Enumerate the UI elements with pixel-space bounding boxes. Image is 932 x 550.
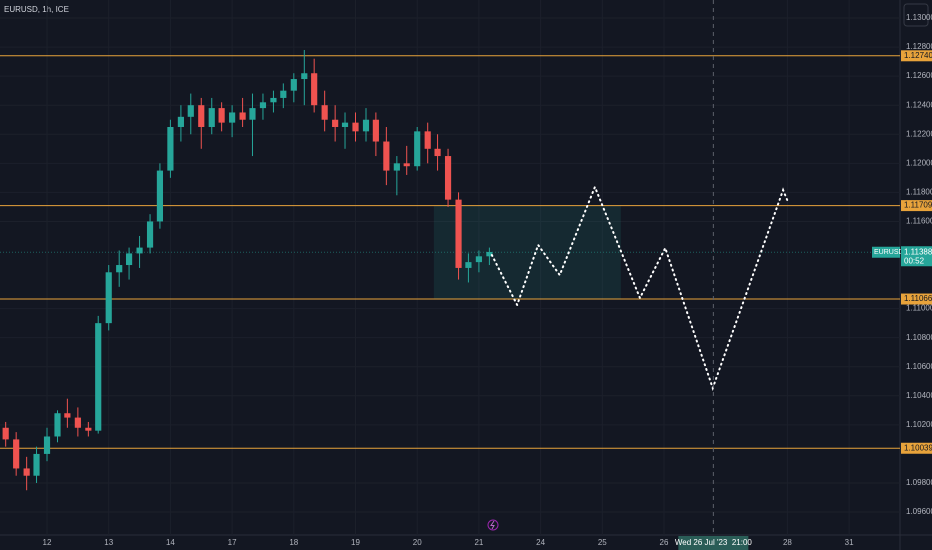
candle-body bbox=[372, 119, 379, 142]
x-tick-label: 18 bbox=[289, 538, 298, 547]
candle-body bbox=[33, 453, 40, 476]
candle-body bbox=[156, 170, 164, 222]
symbol-label: EURUSD bbox=[874, 249, 904, 256]
x-tick-label: 24 bbox=[536, 538, 545, 547]
countdown-label: 00:52 bbox=[904, 256, 925, 265]
symbol-box bbox=[872, 246, 900, 258]
candle-body bbox=[270, 97, 277, 103]
x-tick-label: 17 bbox=[228, 538, 237, 547]
candle-body bbox=[218, 108, 225, 123]
y-tick-label: 1.10200 bbox=[906, 420, 932, 429]
level-label-box bbox=[901, 50, 932, 62]
y-tick-label: 1.11600 bbox=[906, 217, 932, 226]
candle-body bbox=[146, 221, 154, 248]
candle-body bbox=[229, 112, 236, 123]
candle-body bbox=[239, 112, 246, 120]
y-tick-label: 1.12000 bbox=[906, 158, 932, 167]
candle-body bbox=[332, 119, 339, 127]
candle-body bbox=[393, 163, 400, 171]
candle-body bbox=[301, 73, 308, 80]
candle-body bbox=[187, 105, 194, 117]
candle-body bbox=[125, 253, 133, 266]
candle-body bbox=[13, 439, 20, 469]
candle-body bbox=[414, 131, 421, 167]
candle-body bbox=[116, 265, 123, 273]
x-tick-label: 12 bbox=[43, 538, 52, 547]
crosshair-label: Wed 26 Jul '23 21:00 bbox=[675, 538, 753, 547]
candle-body bbox=[341, 122, 349, 127]
candle-body bbox=[2, 427, 9, 440]
candle-body bbox=[95, 323, 102, 431]
level-label-box bbox=[901, 293, 932, 305]
candle-body bbox=[85, 427, 92, 431]
candle-body bbox=[136, 247, 143, 254]
y-tick-label: 1.09800 bbox=[906, 478, 932, 487]
crosshair-label-box bbox=[678, 536, 749, 550]
candle-body bbox=[43, 436, 51, 454]
x-tick-label: 28 bbox=[783, 538, 792, 547]
y-tick-label: 1.10600 bbox=[906, 362, 932, 371]
candle-body bbox=[249, 108, 256, 120]
level-label: 1.11066 bbox=[904, 294, 932, 303]
candle-body bbox=[290, 79, 297, 91]
candle-body bbox=[444, 156, 452, 200]
y-tick-label: 1.12400 bbox=[906, 100, 932, 109]
candle-body bbox=[424, 131, 431, 149]
y-tick-label: 1.11800 bbox=[906, 187, 932, 196]
x-tick-label: 13 bbox=[104, 538, 113, 547]
level-label-box bbox=[901, 200, 932, 212]
y-tick-label: 1.12800 bbox=[906, 42, 932, 51]
candle-body bbox=[362, 119, 370, 132]
candle-body bbox=[475, 256, 482, 263]
candle-body bbox=[259, 102, 267, 109]
y-tick-label: 1.11000 bbox=[906, 304, 932, 313]
x-tick-label: 20 bbox=[413, 538, 422, 547]
candle-body bbox=[321, 105, 328, 120]
y-tick-label: 1.10400 bbox=[906, 391, 932, 400]
candle-body bbox=[455, 199, 462, 268]
event-icon[interactable] bbox=[487, 519, 499, 531]
x-tick-label: 26 bbox=[660, 538, 669, 547]
projection-path bbox=[490, 184, 790, 392]
candle-body bbox=[23, 468, 30, 476]
level-label: 1.11709 bbox=[904, 201, 932, 210]
candle-body bbox=[403, 163, 410, 167]
y-tick-label: 1.13000 bbox=[906, 13, 932, 22]
x-tick-label: 14 bbox=[166, 538, 175, 547]
candle-body bbox=[198, 105, 205, 127]
level-label: 1.12740 bbox=[904, 51, 932, 60]
chart-title: EURUSD, 1h, ICE bbox=[4, 5, 69, 14]
candle-body bbox=[383, 141, 390, 171]
candle-body bbox=[105, 272, 112, 324]
y-tick-label: 1.09600 bbox=[906, 507, 932, 516]
x-tick-label: 19 bbox=[351, 538, 360, 547]
candle-body bbox=[311, 73, 318, 106]
candle-body bbox=[208, 108, 215, 127]
x-tick-label: 25 bbox=[598, 538, 607, 547]
y-tick-label: 1.12600 bbox=[906, 71, 932, 80]
candle-body bbox=[434, 148, 441, 157]
last-price-label: 1.11388 bbox=[904, 247, 932, 256]
x-tick-label: 21 bbox=[474, 538, 483, 547]
candle-body bbox=[167, 126, 174, 171]
candle-body bbox=[54, 413, 61, 437]
x-tick-label: 31 bbox=[845, 538, 854, 547]
candle-body bbox=[486, 251, 493, 257]
y-tick-label: 1.12200 bbox=[906, 129, 932, 138]
candle-body bbox=[352, 122, 359, 132]
y-tick-label: 1.10800 bbox=[906, 333, 932, 342]
candle-body bbox=[465, 262, 472, 268]
candle-body bbox=[280, 90, 287, 98]
event-icon-bolt bbox=[490, 520, 495, 530]
candle-body bbox=[177, 116, 184, 127]
candle-body bbox=[64, 413, 71, 418]
candle-body bbox=[74, 417, 81, 428]
axis-button[interactable] bbox=[903, 3, 929, 27]
zone bbox=[433, 205, 621, 300]
level-label-box bbox=[901, 442, 932, 454]
level-label: 1.10039 bbox=[904, 443, 932, 452]
last-price-box bbox=[901, 246, 932, 267]
